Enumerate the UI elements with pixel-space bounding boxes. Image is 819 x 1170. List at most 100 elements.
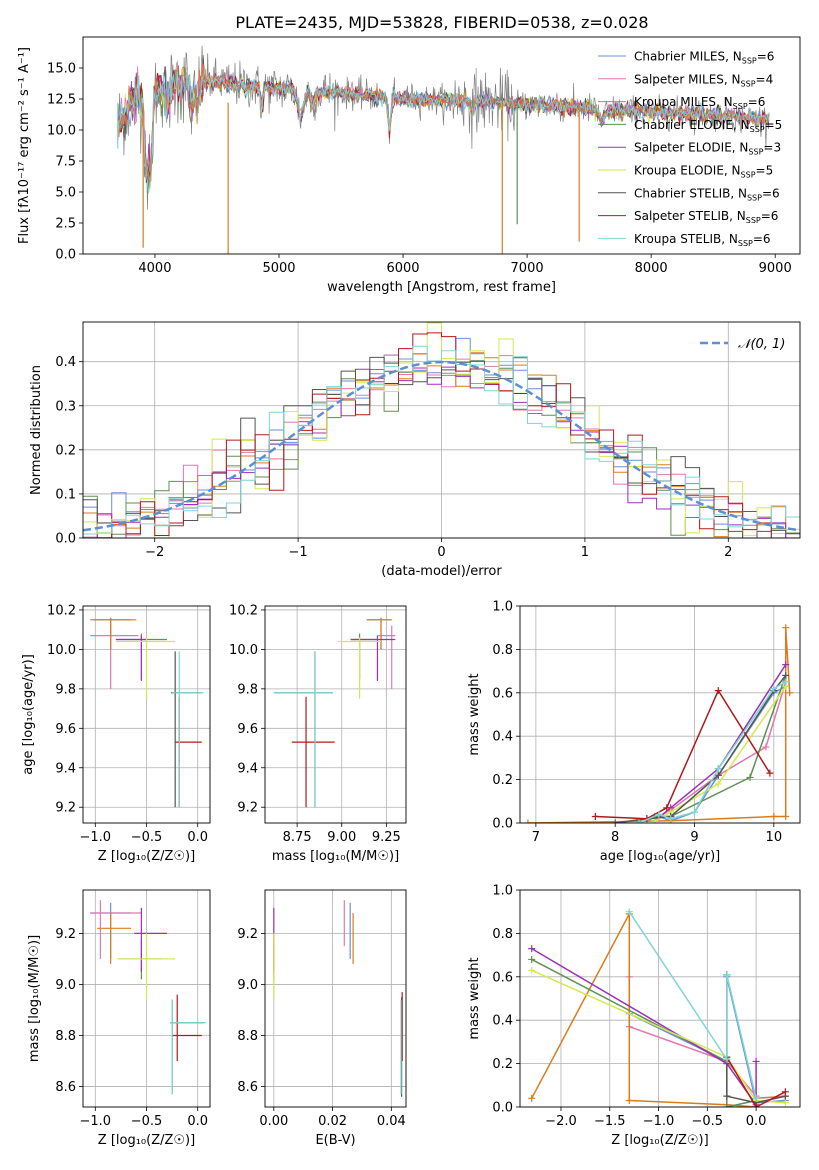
mass_vs_ebv-xtick-label: 0.02 [318,1114,347,1129]
residual-histogram-step [83,356,800,538]
figure-title: PLATE=2435, MJD=53828, FIBERID=0538, z=0… [235,13,648,32]
legend-entry-name: Kroupa ELODIE, N [634,164,741,178]
mass_vs_Z-xlabel: Z [log₁₀(Z/Z☉)] [98,1133,195,1148]
residual-histogram-step [83,345,800,535]
mass-weight-marker [528,955,536,963]
legend-entry-label: Salpeter MILES, NSSP=4 [634,72,773,88]
weight_vs_Z-ytick-label: 0.0 [492,1101,513,1116]
mass-weight-marker [635,819,643,823]
spectrum-ytick-label: 2.5 [55,217,76,232]
mass-weight-marker [691,808,699,816]
weight_vs_Z-xtick-label: −2.0 [545,1114,577,1129]
residuals-ytick-label: 0.2 [55,443,76,458]
age_vs_mass-ytick-label: 9.2 [237,801,258,816]
residual-histogram-step [83,322,800,538]
mass-weight-marker [667,815,675,823]
weight_vs_Z-ytick-label: 0.4 [492,1014,513,1029]
age_vs_mass-ytick-label: 9.4 [237,761,258,776]
spectrum-xlabel: wavelength [Angstrom, rest frame] [327,280,556,295]
age_vs_mass-ytick-label: 10.0 [229,643,258,658]
mass_vs_ebv-xtick-label: 0.00 [259,1114,288,1129]
legend-entry-value: =5 [756,164,774,178]
legend-entry-name: Kroupa STELIB, N [634,232,738,246]
mass-weight-marker [524,819,532,823]
mass_vs_ebv-frame [264,889,407,1108]
age_vs_Z-ytick-label: 9.6 [55,722,76,737]
spectrum-panel: 4000 5000 6000 7000 8000 9000 0.0 2.5 5.0 7.5 10.0… [17,36,801,295]
legend-entry-label: Kroupa STELIB, NSSP=6 [634,232,771,248]
spectrum-frame [82,36,801,255]
age_vs_mass-xtick-label: 9.25 [372,830,401,845]
weight_vs_Z-xtick-label: −1.5 [594,1114,626,1129]
weight_vs_Z-xlabel: Z [log₁₀(Z/Z☉)] [611,1133,708,1148]
age_vs_Z-xtick-label: −1.0 [80,830,112,845]
age_vs_mass-xtick-label: 9.00 [327,830,356,845]
mass-weight-marker [782,624,790,632]
mass-weight-line [654,664,787,822]
panels-group: 4000 5000 6000 7000 8000 90000.02.55.07.510.0… [17,36,801,1148]
weight_vs_Z-ytick-label: 0.6 [492,970,513,985]
residuals-ytick-label: 0.0 [55,532,76,547]
mass-weight-marker [611,819,619,823]
mass_vs_Z-frame [82,889,211,1108]
mass_vs_Z-ytick-label: 8.8 [55,1029,76,1044]
mass-weight-marker [714,771,722,779]
residuals-ytick-label: 0.4 [55,355,76,370]
mass-weight-marker [781,1099,789,1107]
weight_vs_age-frame [519,605,801,824]
mass-weight-marker [752,1057,760,1065]
spectrum-ytick-label: 15.0 [47,62,76,77]
mass-weight-marker [723,971,731,979]
mass-weight-marker [528,945,536,953]
residuals-xtick-label: 2 [724,545,732,560]
weight_vs_age-ylabel: mass weight [467,673,482,755]
weight_vs_age-xtick-label: 8 [611,830,619,845]
age_vs_Z-ytick-label: 9.4 [55,761,76,776]
normal-reference-curve [83,360,800,532]
weight_vs_age-ytick-label: 0.4 [492,730,513,745]
mass_vs_ebv-panel: 0.00 0.02 0.04 8.6 8.8 9.0 9.2 E(B-V) [237,889,407,1148]
age_vs_Z-frame [82,605,211,824]
legend-entry-label: Chabrier MILES, NSSP=6 [634,50,774,66]
age_vs_mass-panel: 8.75 9.00 9.25 9.2 9.4 9.6 9.8 10.0 10.2 mass [lo… [229,603,407,864]
weight_vs_Z-xtick-label: −1.0 [643,1114,675,1129]
age_vs_Z-panel: −1.0 −0.5 0.0 9.2 9.4 9.6 9.8 10.0 10.2 Z [log₁₀(… [21,603,211,864]
mass-weight-marker [752,1094,760,1102]
age_vs_Z-xtick-label: 0.0 [187,830,208,845]
mass-weight-marker [781,1088,789,1096]
weight_vs_Z-panel: −2.0 −1.5 −1.0 −0.5 0.0 0.0 0.2 0.4 0.6 0.8 1.0 Z [… [467,884,801,1148]
residuals-xtick-label: −1 [289,545,308,560]
spectrum-ytick-label: 0.0 [55,248,76,263]
legend-entry-value: =6 [753,232,771,246]
mass_vs_ebv-ytick-label: 9.0 [237,978,258,993]
mass_vs_Z-ylabel: mass [log₁₀(M/M☉)] [27,935,42,1062]
mass-weight-marker [625,1096,633,1104]
mass-weight-marker [663,804,671,812]
spectrum-ytick-label: 10.0 [47,124,76,139]
legend-entry-subscript: SSP [738,239,753,248]
spectrum-xtick-label: 4000 [138,261,171,276]
mass-weight-marker [782,671,790,679]
age_vs_Z-ytick-label: 10.0 [47,643,76,658]
mass-weight-marker [782,661,790,669]
spectrum-ytick-label: 5.0 [55,186,76,201]
weight_vs_age-xtick-label: 7 [532,830,540,845]
mass-weight-marker [770,684,778,692]
legend-entry-name: Chabrier STELIB, N [634,186,747,200]
weight_vs_Z-frame [519,889,801,1108]
mass-weight-line [531,947,757,1107]
weight_vs_Z-plot-area [528,908,789,1107]
age_vs_mass-plot-area [273,617,396,808]
mass-weight-marker [625,908,633,916]
legend-entry-value: =6 [761,209,779,223]
spectrum-xtick-label: 9000 [759,261,792,276]
residuals-xlabel: (data-model)/error [381,564,502,579]
mass-weight-marker [762,743,770,751]
mass_vs_Z-xtick-label: −0.5 [131,1114,163,1129]
mass_vs_Z-ytick-label: 9.0 [55,978,76,993]
mass_vs_ebv-xtick-label: 0.04 [377,1114,406,1129]
mass_vs_ebv-plot-area [273,900,403,1097]
residuals-plot-area [83,322,800,538]
mass-weight-marker [723,1055,731,1063]
